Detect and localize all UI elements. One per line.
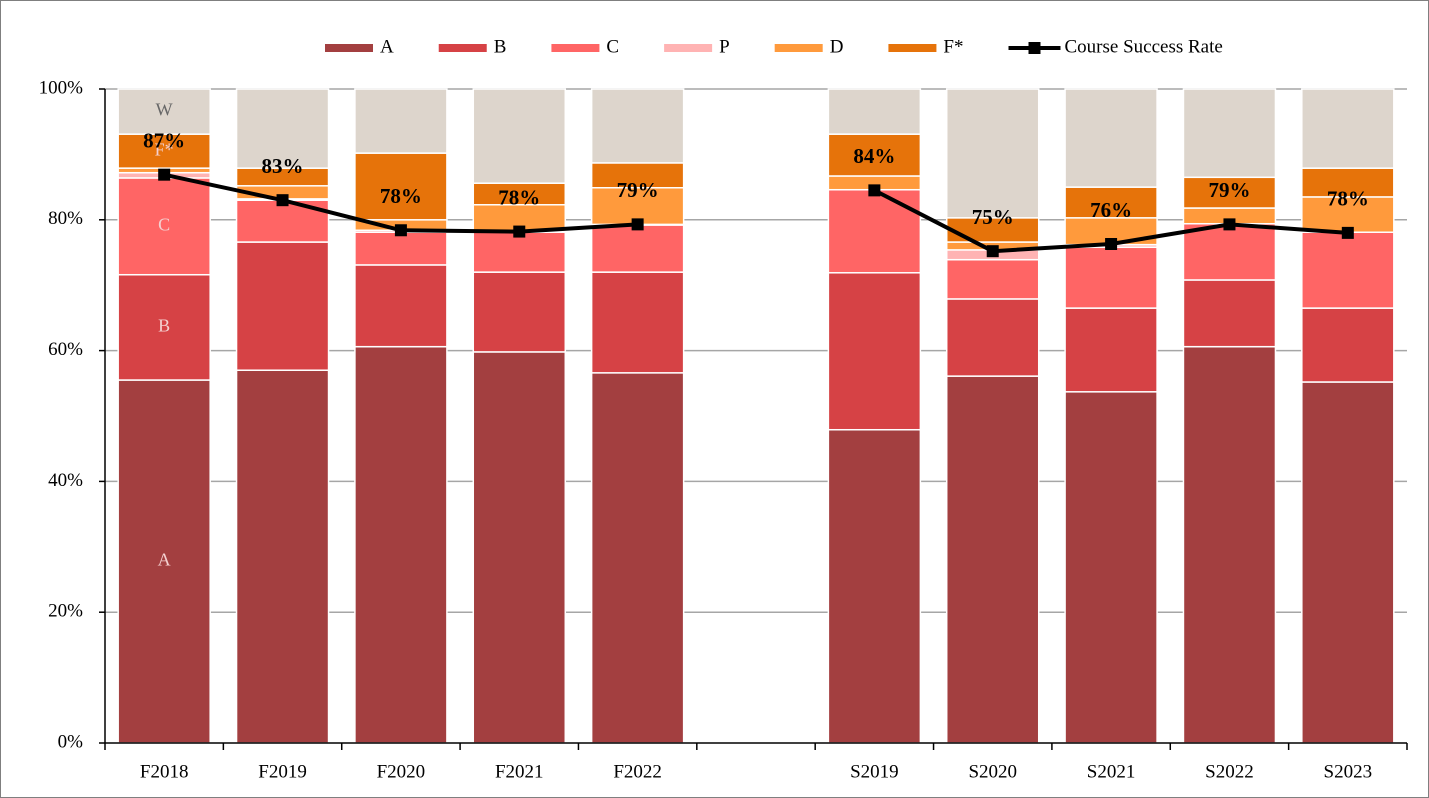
bar-segment bbox=[472, 88, 567, 184]
legend-swatch bbox=[438, 44, 487, 52]
bar-segment bbox=[1182, 222, 1277, 281]
legend-swatch bbox=[551, 44, 600, 52]
bar-segment bbox=[1064, 246, 1158, 309]
data-label: 75% bbox=[972, 205, 1014, 229]
bar-segment bbox=[472, 351, 567, 744]
bar-segment bbox=[472, 271, 567, 353]
bar-segment bbox=[945, 258, 1040, 300]
segment-label: W bbox=[156, 100, 173, 120]
bar-segment bbox=[235, 241, 330, 371]
y-tick-label: 40% bbox=[48, 470, 83, 491]
line-marker bbox=[276, 194, 289, 207]
data-label: 83% bbox=[262, 154, 304, 178]
line-marker bbox=[158, 168, 171, 181]
x-tick-label: S2021 bbox=[1087, 761, 1136, 782]
bar-segment bbox=[1301, 307, 1395, 383]
x-tick-label: S2022 bbox=[1205, 761, 1254, 782]
x-tick-label: S2023 bbox=[1324, 761, 1373, 782]
legend-label: D bbox=[830, 36, 844, 57]
legend-label: B bbox=[494, 36, 507, 57]
legend-swatch bbox=[664, 44, 713, 52]
bar-segment bbox=[1301, 88, 1395, 169]
bar-segment bbox=[354, 345, 448, 744]
bar-segment bbox=[827, 133, 922, 177]
legend-swatch bbox=[774, 44, 823, 52]
bar-segment bbox=[1064, 391, 1158, 744]
bar-segment bbox=[1301, 381, 1395, 744]
bar-segment bbox=[590, 88, 685, 164]
x-tick-label: F2022 bbox=[613, 761, 662, 782]
bar-segment bbox=[590, 372, 685, 744]
bar-segment bbox=[1301, 167, 1395, 198]
legend-label: F* bbox=[943, 36, 963, 57]
bar-segment bbox=[472, 231, 567, 273]
line-marker bbox=[1341, 226, 1354, 239]
bar-segment bbox=[235, 369, 330, 744]
bar-segment bbox=[1182, 88, 1277, 179]
bar-segment bbox=[590, 224, 685, 273]
bar-segment bbox=[1064, 88, 1158, 188]
bar-segment bbox=[945, 298, 1040, 377]
bar-segment bbox=[1182, 279, 1277, 348]
bar-segment bbox=[945, 88, 1040, 219]
legend-swatch bbox=[325, 44, 373, 52]
data-label: 87% bbox=[143, 128, 185, 152]
bar-segment bbox=[117, 88, 211, 135]
y-tick-label: 60% bbox=[48, 339, 83, 360]
legend-swatch bbox=[888, 44, 937, 52]
bar-segment bbox=[827, 428, 922, 744]
bar-segment bbox=[590, 162, 685, 189]
data-label: 79% bbox=[617, 178, 659, 202]
bar-segment bbox=[590, 271, 685, 374]
x-tick-label: F2018 bbox=[140, 761, 189, 782]
data-label: 78% bbox=[498, 185, 540, 209]
x-tick-label: F2019 bbox=[258, 761, 307, 782]
line-marker bbox=[868, 184, 881, 197]
bar-segment bbox=[1064, 186, 1158, 219]
bar-segment bbox=[827, 188, 922, 274]
x-tick-label: S2020 bbox=[968, 761, 1017, 782]
bar-segment bbox=[1301, 231, 1395, 309]
data-label: 79% bbox=[1208, 178, 1250, 202]
bar-segment bbox=[827, 88, 922, 135]
bar-segment bbox=[354, 88, 448, 154]
bar-segment bbox=[354, 152, 448, 221]
line-marker bbox=[513, 225, 526, 238]
bar-segment bbox=[945, 375, 1040, 744]
x-tick-label: F2021 bbox=[495, 761, 544, 782]
line-marker bbox=[1105, 237, 1118, 250]
legend-label: C bbox=[606, 36, 619, 57]
bar-segment bbox=[827, 272, 922, 431]
segment-label: F* bbox=[155, 139, 174, 159]
data-label: 78% bbox=[1327, 187, 1369, 211]
bar-segment bbox=[945, 217, 1040, 243]
line-marker bbox=[986, 245, 999, 258]
bar-segment bbox=[235, 88, 330, 169]
line-marker bbox=[631, 218, 644, 231]
data-label: 84% bbox=[853, 144, 895, 168]
segment-label: A bbox=[158, 550, 171, 570]
y-tick-label: 80% bbox=[48, 208, 83, 229]
legend-label: P bbox=[719, 36, 730, 57]
data-label: 78% bbox=[380, 184, 422, 208]
bar-segment bbox=[1182, 345, 1277, 744]
legend-label: Course Success Rate bbox=[1065, 36, 1223, 57]
x-tick-label: F2020 bbox=[377, 761, 426, 782]
legend-label: A bbox=[380, 36, 394, 57]
y-tick-label: 100% bbox=[39, 77, 84, 98]
y-tick-label: 0% bbox=[58, 731, 84, 752]
data-label: 76% bbox=[1090, 198, 1132, 222]
bar-segment bbox=[354, 264, 448, 348]
bar-segment bbox=[117, 379, 211, 744]
segment-label: C bbox=[158, 214, 170, 234]
line-marker bbox=[394, 224, 407, 237]
line-marker bbox=[1223, 218, 1236, 231]
bar-segment bbox=[1064, 307, 1158, 393]
segment-label: B bbox=[158, 316, 170, 336]
bar-segment bbox=[354, 231, 448, 266]
x-tick-label: S2019 bbox=[850, 761, 899, 782]
y-tick-label: 20% bbox=[48, 601, 83, 622]
legend-marker bbox=[1028, 42, 1041, 54]
